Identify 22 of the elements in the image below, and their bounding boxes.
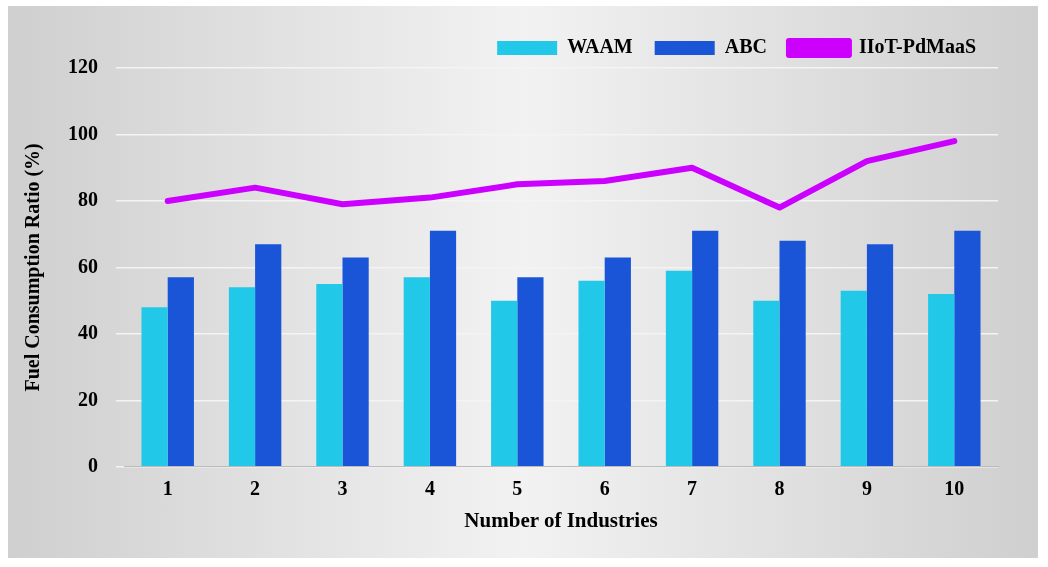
- x-tick-label: 9: [861, 476, 872, 499]
- y-tick-label: 60: [78, 254, 98, 277]
- y-tick-label: 80: [78, 188, 98, 211]
- y-tick-label: 40: [78, 321, 98, 344]
- y-axis-title: Fuel Consumption Ratio (%): [21, 143, 45, 392]
- legend-label: WAAM: [567, 35, 633, 58]
- x-tick-label: 3: [337, 476, 348, 499]
- legend-label: IIoT-PdMaaS: [858, 35, 977, 58]
- x-tick-label: 10: [944, 476, 965, 499]
- y-tick-label: 120: [68, 55, 98, 78]
- x-tick-label: 8: [774, 476, 785, 499]
- x-axis-title: Number of Industries: [464, 507, 658, 532]
- x-tick-label: 7: [687, 476, 698, 499]
- x-tick-label: 5: [512, 476, 523, 499]
- y-tick-label: 0: [88, 453, 98, 476]
- x-tick-label: 2: [250, 476, 261, 499]
- x-tick-label: 1: [162, 476, 173, 499]
- y-tick-label: 100: [68, 121, 98, 144]
- legend-label: ABC: [724, 35, 767, 58]
- x-tick-label: 6: [599, 476, 610, 499]
- y-tick-label: 20: [78, 387, 98, 410]
- x-tick-label: 4: [424, 476, 435, 499]
